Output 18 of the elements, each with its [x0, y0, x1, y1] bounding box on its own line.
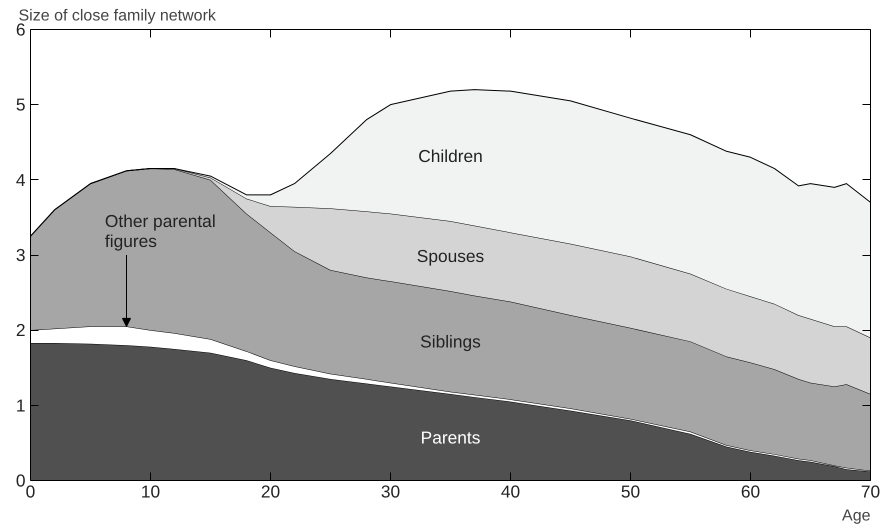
y-tick-label: 5 — [16, 94, 26, 115]
y-tick-label: 3 — [16, 245, 26, 265]
x-tick-label: 20 — [260, 482, 280, 502]
x-axis-title: Age — [842, 508, 871, 524]
x-tick-label: 50 — [620, 482, 640, 502]
text: Other parental figures — [104, 211, 216, 252]
y-tick-label: 4 — [16, 170, 26, 190]
x-tick-label: 10 — [140, 482, 160, 502]
series-label: Parents — [420, 427, 481, 448]
series-label: Siblings — [420, 331, 482, 352]
x-tick-label: 60 — [740, 482, 760, 502]
x-tick-label: 70 — [860, 482, 880, 502]
series-label: Spouses — [416, 246, 485, 266]
y-tick-label: 2 — [16, 320, 26, 340]
series-label: Children — [418, 146, 483, 166]
y-tick-label: 1 — [16, 395, 26, 416]
x-tick-label: 40 — [500, 482, 520, 502]
x-tick-label: 30 — [380, 482, 400, 502]
